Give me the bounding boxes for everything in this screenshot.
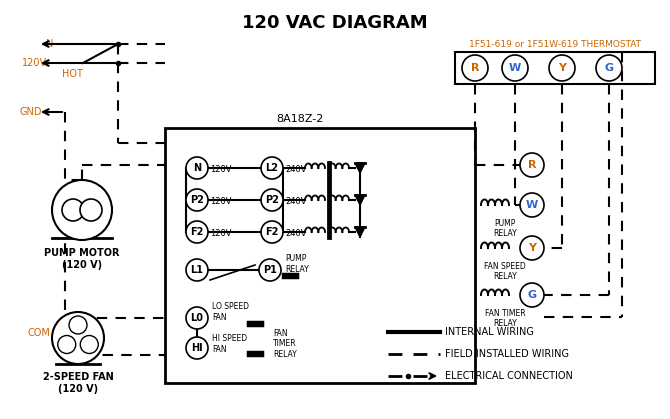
Circle shape bbox=[62, 199, 84, 221]
Bar bbox=[165, 128, 475, 383]
Text: F2: F2 bbox=[265, 227, 279, 237]
Text: HI SPEED
FAN: HI SPEED FAN bbox=[212, 334, 247, 354]
Text: L1: L1 bbox=[190, 265, 204, 275]
Circle shape bbox=[261, 221, 283, 243]
Polygon shape bbox=[355, 227, 365, 237]
Circle shape bbox=[186, 307, 208, 329]
Text: LO SPEED
FAN: LO SPEED FAN bbox=[212, 302, 249, 322]
Circle shape bbox=[261, 157, 283, 179]
Circle shape bbox=[520, 283, 544, 307]
Text: 2-SPEED FAN
(120 V): 2-SPEED FAN (120 V) bbox=[43, 372, 113, 393]
Circle shape bbox=[69, 316, 87, 334]
Text: 240V: 240V bbox=[285, 165, 306, 173]
Circle shape bbox=[462, 55, 488, 81]
Text: FAN SPEED
RELAY: FAN SPEED RELAY bbox=[484, 262, 526, 282]
Text: FIELD INSTALLED WIRING: FIELD INSTALLED WIRING bbox=[445, 349, 569, 359]
Circle shape bbox=[520, 193, 544, 217]
Text: L0: L0 bbox=[190, 313, 204, 323]
Text: ELECTRICAL CONNECTION: ELECTRICAL CONNECTION bbox=[445, 371, 573, 381]
Text: 120 VAC DIAGRAM: 120 VAC DIAGRAM bbox=[242, 14, 428, 32]
Circle shape bbox=[80, 336, 98, 354]
Text: INTERNAL WIRING: INTERNAL WIRING bbox=[445, 327, 534, 337]
Circle shape bbox=[520, 153, 544, 177]
Text: FAN
TIMER
RELAY: FAN TIMER RELAY bbox=[273, 329, 297, 359]
Text: R: R bbox=[471, 63, 479, 73]
Text: PUMP
RELAY: PUMP RELAY bbox=[493, 219, 517, 238]
Circle shape bbox=[261, 189, 283, 211]
Circle shape bbox=[186, 189, 208, 211]
Text: 1F51-619 or 1F51W-619 THERMOSTAT: 1F51-619 or 1F51W-619 THERMOSTAT bbox=[469, 40, 641, 49]
Text: GND: GND bbox=[20, 107, 42, 117]
Text: FAN TIMER
RELAY: FAN TIMER RELAY bbox=[484, 309, 525, 328]
Circle shape bbox=[502, 55, 528, 81]
Text: F2: F2 bbox=[190, 227, 204, 237]
Text: R: R bbox=[528, 160, 536, 170]
Text: HI: HI bbox=[70, 341, 80, 351]
Circle shape bbox=[520, 236, 544, 260]
Text: 120V: 120V bbox=[210, 197, 232, 205]
Text: P2: P2 bbox=[190, 195, 204, 205]
Text: LO: LO bbox=[56, 328, 66, 337]
Circle shape bbox=[58, 336, 76, 354]
Text: G: G bbox=[527, 290, 537, 300]
Circle shape bbox=[186, 337, 208, 359]
Text: COM: COM bbox=[28, 328, 51, 338]
Text: L2: L2 bbox=[265, 163, 279, 173]
Bar bbox=[455, 52, 655, 84]
Text: PUMP
RELAY: PUMP RELAY bbox=[285, 254, 309, 274]
Circle shape bbox=[52, 312, 104, 364]
Circle shape bbox=[52, 180, 112, 240]
Text: 8A18Z-2: 8A18Z-2 bbox=[276, 114, 324, 124]
Circle shape bbox=[80, 199, 102, 221]
Circle shape bbox=[596, 55, 622, 81]
Polygon shape bbox=[355, 163, 365, 173]
Polygon shape bbox=[355, 195, 365, 205]
Text: P1: P1 bbox=[263, 265, 277, 275]
Text: N: N bbox=[46, 39, 54, 49]
Text: HOT: HOT bbox=[62, 69, 83, 79]
Text: 120V: 120V bbox=[22, 58, 47, 68]
Circle shape bbox=[186, 221, 208, 243]
Text: P2: P2 bbox=[265, 195, 279, 205]
Text: PUMP MOTOR
(120 V): PUMP MOTOR (120 V) bbox=[44, 248, 120, 269]
Text: 240V: 240V bbox=[285, 228, 306, 238]
Circle shape bbox=[186, 157, 208, 179]
Text: Y: Y bbox=[558, 63, 566, 73]
Text: 240V: 240V bbox=[285, 197, 306, 205]
Text: HI: HI bbox=[191, 343, 203, 353]
Circle shape bbox=[186, 259, 208, 281]
Text: N: N bbox=[193, 163, 201, 173]
Text: 120V: 120V bbox=[210, 165, 232, 173]
Text: Y: Y bbox=[528, 243, 536, 253]
Text: 120V: 120V bbox=[210, 228, 232, 238]
Text: G: G bbox=[604, 63, 614, 73]
Circle shape bbox=[259, 259, 281, 281]
Text: W: W bbox=[509, 63, 521, 73]
Circle shape bbox=[549, 55, 575, 81]
Text: W: W bbox=[526, 200, 538, 210]
